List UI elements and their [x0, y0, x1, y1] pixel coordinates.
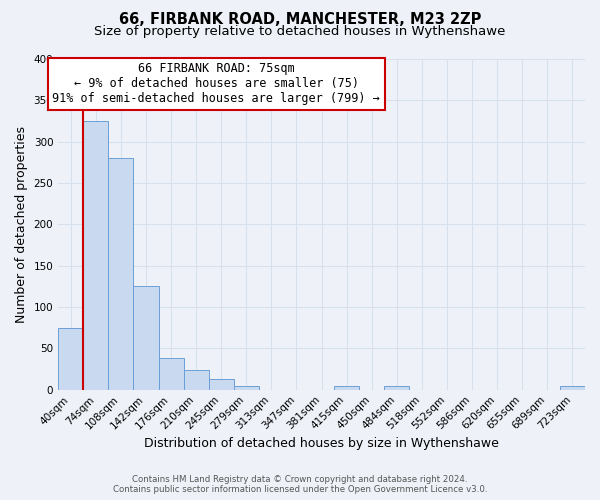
- Bar: [158, 358, 184, 390]
- Text: 66 FIRBANK ROAD: 75sqm
← 9% of detached houses are smaller (75)
91% of semi-deta: 66 FIRBANK ROAD: 75sqm ← 9% of detached …: [52, 62, 380, 106]
- Bar: [58, 328, 83, 390]
- Bar: [109, 158, 133, 390]
- Y-axis label: Number of detached properties: Number of detached properties: [15, 126, 28, 323]
- Bar: [334, 386, 359, 390]
- Text: 66, FIRBANK ROAD, MANCHESTER, M23 2ZP: 66, FIRBANK ROAD, MANCHESTER, M23 2ZP: [119, 12, 481, 28]
- Bar: [234, 386, 259, 390]
- Bar: [385, 386, 409, 390]
- Bar: [83, 121, 109, 390]
- Text: Size of property relative to detached houses in Wythenshawe: Size of property relative to detached ho…: [94, 25, 506, 38]
- Bar: [184, 370, 209, 390]
- Bar: [209, 379, 234, 390]
- Text: Contains HM Land Registry data © Crown copyright and database right 2024.
Contai: Contains HM Land Registry data © Crown c…: [113, 474, 487, 494]
- X-axis label: Distribution of detached houses by size in Wythenshawe: Distribution of detached houses by size …: [144, 437, 499, 450]
- Bar: [560, 386, 585, 390]
- Bar: [133, 286, 158, 390]
